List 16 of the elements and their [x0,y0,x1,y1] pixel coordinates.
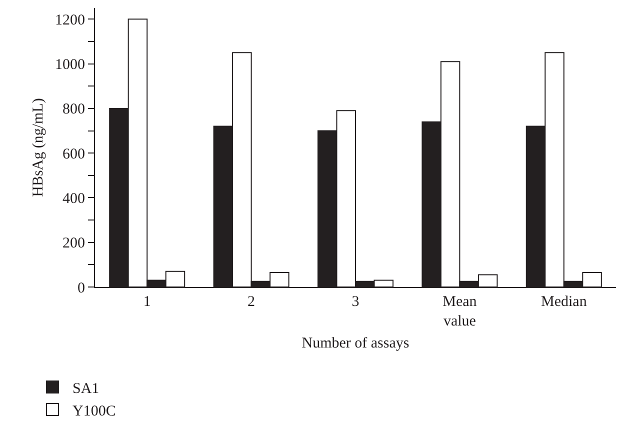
x-tick-label: Mean value [442,294,478,330]
y-tick-label: 200 [62,236,85,252]
legend-label: SA1 [72,380,100,397]
y-axis-title: HBsAg (ng/mL) [30,98,46,197]
y-tick-label: 1200 [55,12,85,28]
y-tick-label: 600 [62,146,85,162]
x-tick-label: 3 [352,294,360,310]
y-tick-label: 0 [78,280,85,296]
y-tick-label: 1000 [55,57,85,74]
y-tick-label: 800 [62,102,85,118]
legend-label: Y100C [72,403,116,420]
y-tick-label: 400 [62,190,85,207]
x-tick-label: 2 [248,294,256,310]
x-tick-label: Median [540,294,588,310]
x-tick-label: 1 [143,294,151,310]
x-axis-title: Number of assays [302,336,410,352]
